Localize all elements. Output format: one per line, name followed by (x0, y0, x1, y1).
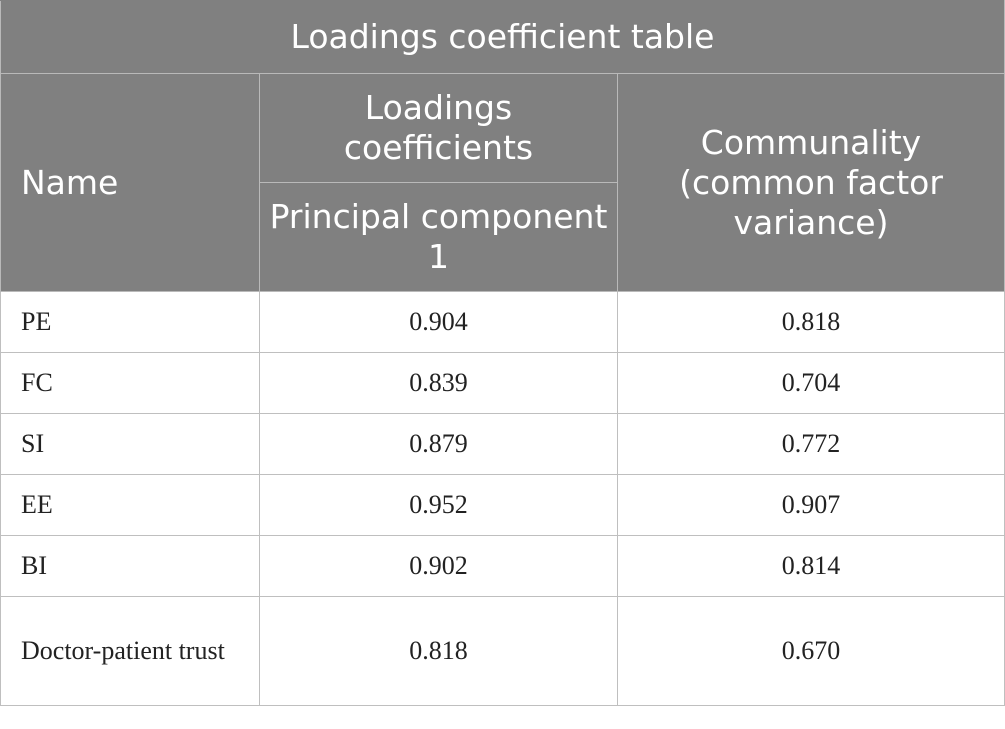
row-name: BI (0, 535, 260, 597)
row-communality: 0.704 (617, 352, 1005, 414)
row-communality: 0.818 (617, 291, 1005, 353)
table-title: Loadings coefficient table (0, 0, 1005, 74)
row-loading: 0.818 (259, 596, 618, 706)
table-row: SI 0.879 0.772 (0, 413, 1005, 475)
table-row: BI 0.902 0.814 (0, 535, 1005, 597)
row-loading: 0.902 (259, 535, 618, 597)
row-name: FC (0, 352, 260, 414)
name-column-header: Name (0, 73, 260, 292)
row-loading: 0.879 (259, 413, 618, 475)
row-loading: 0.904 (259, 291, 618, 353)
table-row: PE 0.904 0.818 (0, 291, 1005, 353)
table-row: EE 0.952 0.907 (0, 474, 1005, 536)
loadings-coefficient-table: Loadings coefficient table Name Loadings… (0, 0, 1005, 706)
row-communality: 0.670 (617, 596, 1005, 706)
table-row: FC 0.839 0.704 (0, 352, 1005, 414)
row-name: Doctor-patient trust (0, 596, 260, 706)
row-loading: 0.839 (259, 352, 618, 414)
loadings-coefficients-header: Loadings coefficients (259, 73, 618, 183)
row-name: SI (0, 413, 260, 475)
row-name: PE (0, 291, 260, 353)
row-loading: 0.952 (259, 474, 618, 536)
row-communality: 0.814 (617, 535, 1005, 597)
communality-column-header: Communality (common factor variance) (617, 73, 1005, 292)
table-row: Doctor-patient trust 0.818 0.670 (0, 596, 1005, 706)
principal-component-header: Principal component 1 (259, 182, 618, 292)
row-name: EE (0, 474, 260, 536)
row-communality: 0.772 (617, 413, 1005, 475)
row-communality: 0.907 (617, 474, 1005, 536)
